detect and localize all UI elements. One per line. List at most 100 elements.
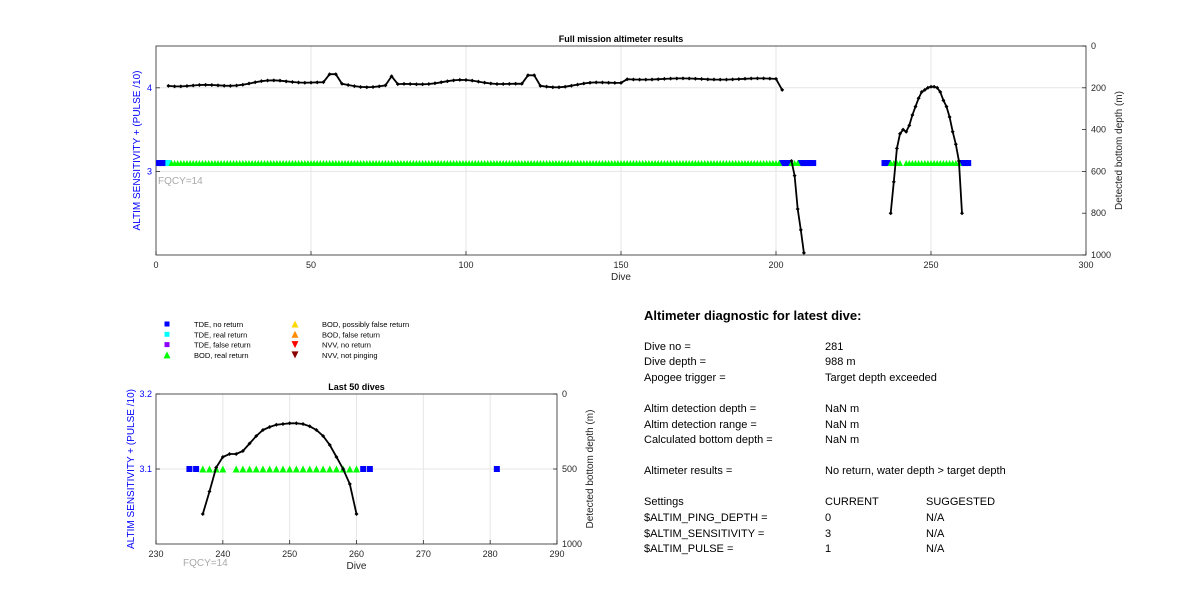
bottom-depth-point (377, 84, 382, 89)
bod-real-return-marker (346, 465, 354, 473)
legend-marker-square (164, 331, 170, 337)
bottom-depth-point (327, 443, 332, 447)
calculated-bottom-depth-label: Calculated bottom depth = (644, 434, 773, 446)
bottom-depth-point (191, 83, 196, 88)
bottom-depth-point (767, 76, 772, 81)
bottom-depth-point (228, 83, 233, 88)
bottom-depth-point (346, 82, 351, 87)
chart-title: Last 50 dives (328, 382, 385, 392)
tde-no-return-marker (186, 466, 193, 472)
bottom-depth-point (464, 78, 468, 83)
bottom-depth-point (451, 78, 456, 83)
dive-depth-value: 988 m (825, 356, 856, 368)
x-tick-label: 290 (549, 549, 564, 559)
bottom-depth-point (544, 84, 549, 89)
bottom-depth-point (234, 83, 239, 88)
bottom-depth-point (789, 158, 794, 163)
bottom-depth-point (395, 82, 400, 87)
legend-marker-triangle-up (291, 320, 299, 328)
bottom-depth-point (433, 81, 437, 86)
bottom-depth-point (643, 77, 648, 82)
tde-no-return-marker (193, 466, 200, 472)
bottom-depth-point (749, 76, 754, 81)
bottom-depth-point (247, 81, 251, 86)
bottom-depth-point (743, 76, 747, 81)
setting-pulse-label: $ALTIM_PULSE = (644, 543, 734, 555)
bottom-depth-point (960, 211, 964, 216)
bottom-depth-point (801, 250, 806, 255)
bottom-depth-point (956, 158, 961, 163)
bottom-depth-point (901, 127, 906, 132)
y-right-tick-label: 1000 (562, 539, 582, 549)
bottom-depth-point (501, 82, 506, 87)
bottom-depth-point (354, 512, 359, 516)
bottom-depth-point (227, 452, 232, 456)
bottom-depth-point (755, 76, 760, 81)
bottom-depth-point (631, 77, 636, 82)
bottom-depth-point (953, 142, 958, 147)
legend-label: NVV, no return (322, 341, 371, 350)
tde-no-return-marker (884, 160, 891, 167)
bottom-depth-point (687, 76, 692, 81)
bod-real-return-marker (205, 465, 213, 473)
bottom-depth-point (668, 76, 673, 81)
bottom-depth-point (538, 83, 543, 88)
x-tick-label: 50 (306, 260, 316, 270)
bottom-depth-point (383, 83, 388, 88)
bottom-depth-point (588, 80, 592, 85)
bottom-depth-point (333, 72, 338, 77)
tde-no-return-marker (959, 160, 965, 167)
bod-real-return-marker (246, 465, 254, 473)
bottom-depth-point (265, 78, 270, 83)
y-right-tick-label: 800 (1091, 208, 1106, 218)
bottom-depth-point (774, 76, 778, 81)
bottom-depth-point (532, 73, 537, 78)
bottom-depth-point (414, 82, 419, 87)
bottom-depth-point (612, 80, 617, 85)
tde-no-return-marker (156, 160, 163, 167)
tde-no-return-marker (800, 160, 807, 167)
bottom-depth-point (216, 83, 220, 88)
bottom-depth-series-2 (790, 160, 805, 254)
altim-detection-depth-value: NaN m (825, 403, 860, 415)
bottom-depth-point (944, 104, 949, 109)
y-left-axis-label: ALTIM SENSITIVITY + (PULSE /10) (132, 71, 143, 231)
chart-title: Full mission altimeter results (559, 34, 684, 44)
legend-marker-triangle-up (163, 351, 171, 359)
bod-real-return-marker (794, 160, 801, 167)
setting-ping-depth-label: $ALTIM_PING_DEPTH = (644, 512, 768, 524)
bottom-depth-point (203, 82, 208, 87)
full-mission-chart: 0 50 100 150 200 250 300 3 4 0 200 400 600 800 1000 Ful… (132, 34, 1125, 283)
bottom-depth-point (495, 81, 499, 86)
tde-no-return-marker (366, 466, 373, 472)
legend-label: BOD, false return (322, 330, 380, 339)
tde-no-return-marker (779, 160, 786, 167)
bottom-depth-point (197, 83, 202, 88)
altim-detection-range-value: NaN m (825, 419, 860, 431)
bottom-depth-point (656, 77, 661, 82)
bod-real-return-marker (219, 465, 227, 473)
apogee-trigger-value: Target depth exceeded (825, 372, 937, 384)
bottom-depth-point (581, 81, 586, 86)
y-right-tick-label: 400 (1091, 125, 1106, 135)
settings-header-current: CURRENT (825, 496, 879, 508)
bod-real-return-marker (239, 465, 247, 473)
bottom-depth-point (932, 84, 937, 89)
bottom-depth-point (916, 96, 921, 101)
tde-no-return-marker (493, 466, 500, 472)
bottom-depth-series-1 (168, 73, 783, 91)
bottom-depth-point (334, 455, 339, 459)
bottom-depth-point (888, 211, 893, 216)
bottom-depth-point (420, 82, 425, 87)
bottom-depth-series-3 (889, 85, 963, 214)
bottom-depth-point (625, 77, 630, 82)
bottom-depth-point (693, 76, 698, 81)
legend-label: TDE, no return (194, 320, 243, 329)
tde-no-return-marker (807, 160, 814, 167)
bottom-depth-point (426, 82, 431, 87)
x-tick-label: 260 (349, 549, 364, 559)
bottom-depth-point (619, 80, 623, 85)
bod-real-return-marker (279, 465, 287, 473)
bottom-depth-point (705, 77, 710, 82)
